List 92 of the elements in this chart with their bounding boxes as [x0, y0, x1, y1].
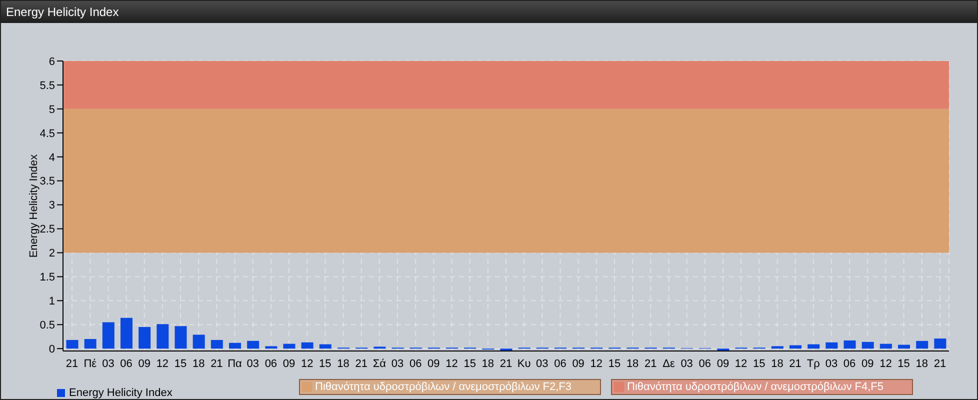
y-tick-label: 2.5 [40, 224, 55, 236]
x-tick-label: 09 [282, 358, 296, 370]
bar [319, 344, 332, 349]
x-tick-label: 09 [428, 358, 440, 370]
y-tick-label: 0.5 [40, 320, 55, 332]
x-tick-label: 21 [934, 358, 946, 370]
bar [192, 334, 205, 349]
x-tick-label: 15 [898, 358, 910, 370]
x-tick-label: 03 [825, 358, 838, 370]
x-tick-label: 12 [880, 358, 892, 370]
x-tick-label: 18 [192, 358, 205, 370]
bar [880, 344, 892, 349]
bar [283, 344, 296, 349]
x-tick-label: 03 [246, 358, 259, 370]
legend-label: Πιθανότητα υδροστρόβιλων / ανεμοστρόβιλων F4,F5 [627, 380, 884, 394]
x-tick-label: 15 [608, 358, 621, 370]
bar [247, 340, 260, 349]
bar [301, 342, 314, 349]
x-tick-label: 18 [482, 358, 494, 370]
x-tick-label: 15 [464, 358, 476, 370]
x-tick-label: 03 [391, 358, 404, 370]
bar [228, 342, 241, 349]
bar [84, 339, 96, 349]
x-tick-label: 18 [771, 358, 784, 370]
y-tick-label: 5.5 [40, 80, 55, 92]
x-tick-label: 12 [590, 358, 603, 370]
x-tick-label: 03 [536, 358, 548, 370]
x-tick-label: 06 [409, 358, 422, 370]
x-tick-label: 15 [753, 358, 766, 370]
x-tick-label: 12 [156, 358, 169, 370]
x-tick-label: Πέ [84, 358, 97, 370]
x-tick-label: 21 [355, 358, 368, 370]
bar [66, 340, 78, 349]
x-tick-label: 18 [916, 358, 928, 370]
x-tick-label: 09 [862, 358, 874, 370]
bar [138, 327, 151, 349]
x-tick-label: 21 [644, 358, 657, 370]
x-tick-label: 03 [680, 358, 693, 370]
x-tick-label: 06 [264, 358, 278, 370]
bar [771, 346, 784, 349]
x-tick-label: Δε [662, 358, 675, 370]
bar [898, 344, 910, 349]
x-tick-label: Τρ [806, 358, 820, 370]
x-tick-label: 21 [500, 358, 512, 370]
x-tick-label: 21 [66, 358, 78, 370]
bar [790, 345, 802, 349]
x-tick-label: 21 [789, 358, 802, 370]
x-tick-label: 12 [734, 358, 748, 370]
y-tick-label: 6 [48, 56, 55, 68]
x-tick-label: 15 [319, 358, 332, 370]
x-tick-label: 09 [716, 358, 730, 370]
x-tick-label: 09 [572, 358, 584, 370]
bar [826, 342, 838, 349]
bar [102, 322, 114, 349]
legend-label: Πιθανότητα υδροστρόβιλων / ανεμοστρόβιλων F2,F3 [315, 380, 572, 394]
x-tick-label: Πα [228, 358, 243, 370]
x-tick-label: 06 [120, 358, 132, 370]
x-tick-label: 06 [698, 358, 712, 370]
x-tick-label: 15 [174, 358, 187, 370]
bar [265, 346, 278, 349]
bar [934, 338, 946, 349]
x-tick-label: 12 [446, 358, 458, 370]
x-tick-label: Κυ [517, 358, 531, 370]
y-tick-label: 2 [48, 248, 55, 260]
y-axis-title: Energy Helicity Index [28, 154, 40, 258]
bar [210, 340, 223, 349]
y-tick-label: 3 [48, 200, 55, 212]
y-tick-label: 4.5 [40, 128, 55, 140]
x-tick-label: 21 [210, 358, 223, 370]
x-tick-label: 18 [626, 358, 639, 370]
x-tick-label: 06 [554, 358, 566, 370]
y-tick-label: 1.5 [40, 272, 55, 284]
x-tick-label: Σά [372, 358, 387, 370]
bar [916, 340, 928, 349]
bar [120, 318, 132, 349]
x-tick-label: 06 [843, 358, 856, 370]
bar [156, 324, 169, 349]
bar [862, 342, 874, 349]
chart-title: Energy Helicity Index [1, 1, 977, 23]
x-tick-label: 18 [337, 358, 350, 370]
x-tick-label: 03 [102, 358, 114, 370]
bar [844, 340, 856, 349]
y-tick-label: 1 [48, 296, 55, 308]
y-tick-label: 0 [48, 344, 55, 356]
y-tick-label: 4 [48, 152, 55, 164]
x-tick-label: 12 [300, 358, 314, 370]
legend-label: Energy Helicity Index [69, 387, 172, 399]
bar [808, 344, 820, 349]
y-tick-label: 3.5 [40, 176, 55, 188]
x-tick-label: 09 [138, 358, 150, 370]
y-tick-label: 5 [48, 104, 55, 116]
bar [174, 326, 187, 349]
